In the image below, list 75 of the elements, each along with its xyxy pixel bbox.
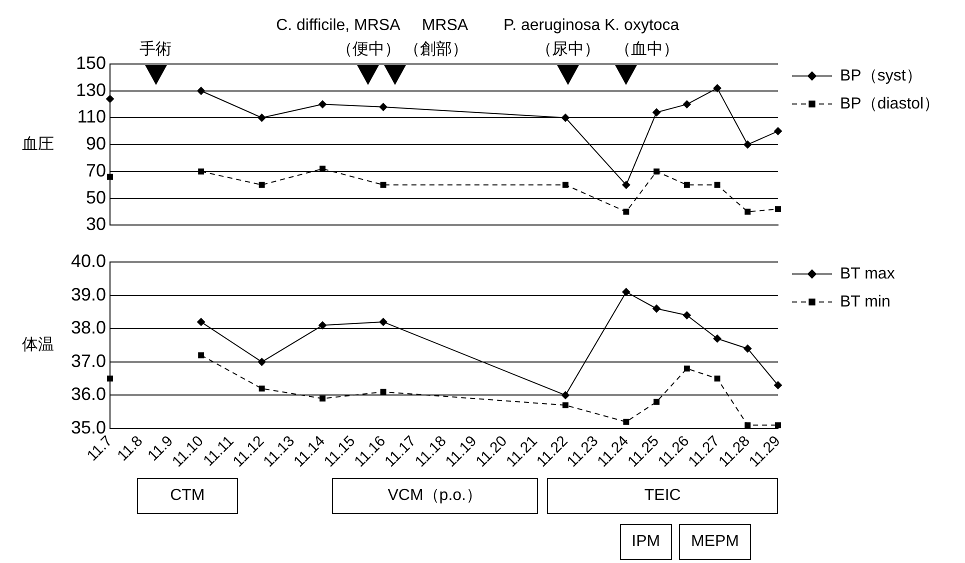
point (198, 168, 204, 174)
point (744, 422, 751, 428)
point (714, 376, 720, 382)
point (774, 381, 782, 390)
y-tick-label: 37.0 (70, 350, 106, 371)
point (774, 127, 782, 136)
point (713, 334, 722, 343)
y-tick-label: 50 (86, 187, 106, 208)
point (775, 206, 781, 212)
text: MRSA （創部） (404, 16, 468, 60)
point (714, 182, 720, 188)
y-tick-label: 38.0 (70, 318, 106, 338)
point (379, 318, 388, 326)
y-tick-label: 70 (86, 160, 106, 180)
point (622, 180, 630, 189)
text: CTM (137, 478, 238, 514)
legend-label: BP（diastol） (840, 95, 940, 112)
point (198, 352, 204, 358)
text: MEPM (679, 524, 751, 560)
point (318, 100, 327, 108)
point (652, 304, 661, 313)
point (107, 174, 113, 180)
text: VCM（p.o.） (332, 478, 538, 514)
point (562, 402, 568, 408)
point (561, 391, 570, 400)
point (320, 396, 326, 402)
point (744, 208, 751, 215)
y-axis-title: 体温 (22, 336, 54, 354)
point (623, 208, 630, 215)
point (682, 311, 691, 320)
point (380, 182, 386, 188)
y-tick-label: 90 (86, 134, 106, 154)
text: P. aeruginosa （尿中） (503, 16, 600, 60)
point (652, 108, 661, 116)
x-tick-label: 11.8 (114, 432, 146, 464)
point (197, 318, 206, 326)
point (684, 182, 690, 188)
text: TEIC (547, 478, 778, 514)
point (379, 102, 388, 111)
point (106, 94, 114, 103)
point (682, 100, 691, 108)
point (562, 182, 568, 188)
point (258, 358, 266, 366)
point (684, 366, 690, 372)
point (561, 114, 570, 122)
point (654, 168, 660, 174)
point (258, 114, 266, 122)
y-axis-title: 血圧 (22, 136, 54, 154)
point (380, 388, 386, 395)
text: 手術 (140, 40, 172, 60)
point (623, 418, 630, 425)
legend-label: BT min (840, 293, 890, 310)
point (197, 86, 206, 95)
point (258, 182, 265, 188)
y-tick-label: 39.0 (70, 284, 106, 304)
y-tick-label: 30 (86, 214, 106, 234)
text: IPM (620, 524, 672, 560)
point (107, 376, 113, 382)
text: K. oxytoca （血中） (604, 16, 680, 60)
text: C. difficile, MRSA （便中） (276, 16, 400, 60)
point (318, 321, 327, 330)
y-tick-label: 40.0 (70, 250, 106, 271)
point (622, 288, 630, 296)
legend-label: BT max (840, 265, 895, 282)
point (654, 398, 660, 405)
point (775, 422, 781, 428)
y-tick-label: 130 (76, 80, 106, 100)
point (258, 386, 265, 392)
y-tick-label: 110 (77, 106, 106, 127)
point (713, 84, 722, 92)
point (744, 344, 752, 353)
legend-label: BP（syst） (840, 67, 922, 84)
y-tick-label: 36.0 (70, 384, 106, 404)
y-tick-label: 150 (76, 52, 106, 73)
point (744, 140, 752, 149)
